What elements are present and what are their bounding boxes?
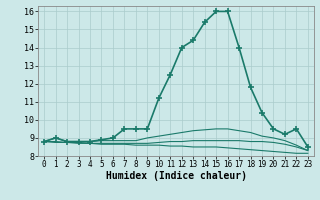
X-axis label: Humidex (Indice chaleur): Humidex (Indice chaleur) — [106, 171, 246, 181]
